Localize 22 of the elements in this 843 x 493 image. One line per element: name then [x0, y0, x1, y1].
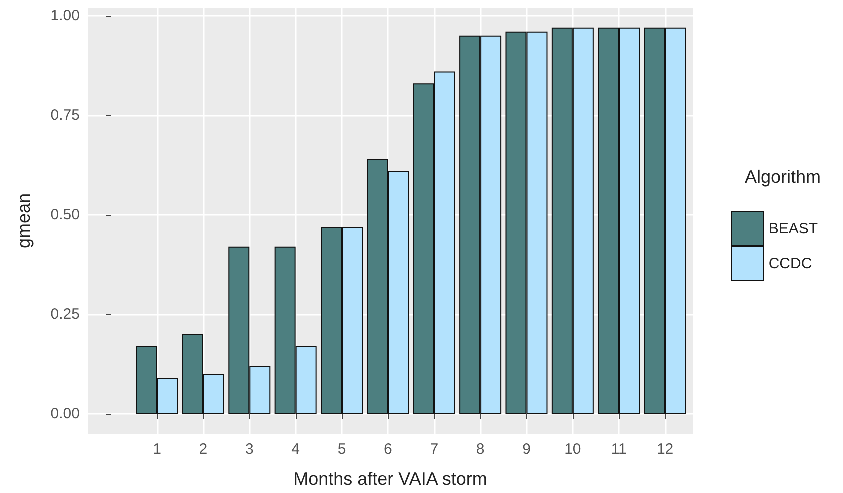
x-tick-label: 4 [292, 441, 300, 458]
y-tick-label: 0.25 [50, 306, 80, 324]
x-tick-label: 9 [522, 441, 531, 458]
x-tick-label: 12 [656, 441, 674, 458]
x-axis-title: Months after VAIA storm [294, 469, 488, 489]
legend-label: BEAST [768, 220, 818, 238]
y-tick-label: 0.50 [50, 206, 80, 224]
legend-label: CCDC [768, 256, 812, 272]
x-tick-label: 5 [338, 441, 346, 458]
x-tick-label: 1 [153, 441, 162, 458]
y-tick-label: 0.75 [50, 106, 80, 124]
y-tick-label: 0.00 [50, 406, 80, 423]
x-tick-label: 11 [611, 441, 627, 458]
x-tick-label: 10 [564, 441, 582, 458]
y-axis-title: gmean [14, 193, 34, 249]
x-tick-label: 2 [199, 441, 208, 458]
x-tick-label: 6 [384, 441, 392, 458]
x-tick-label: 3 [245, 441, 254, 458]
y-tick-label: 1.00 [50, 7, 80, 24]
x-tick-label: 8 [476, 441, 485, 458]
legend-title: Algorithm [744, 167, 822, 187]
x-tick-label: 7 [430, 441, 439, 458]
